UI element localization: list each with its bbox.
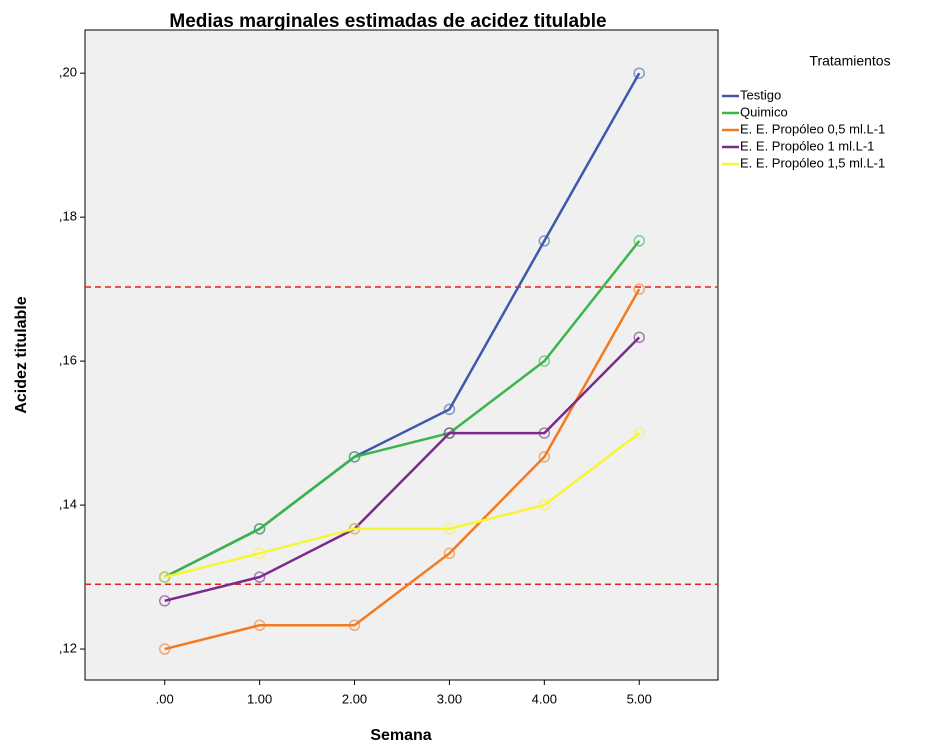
y-tick-label: ,14 [59, 497, 77, 512]
legend-label: E. E. Propóleo 1,5 ml.L-1 [740, 155, 885, 170]
point-marker [538, 355, 551, 367]
y-tick-label: ,12 [59, 640, 77, 655]
y-axis-label: Acidez titulable [13, 296, 30, 413]
point-marker [348, 523, 361, 535]
point-marker [443, 427, 456, 439]
point-marker [348, 619, 361, 632]
series-line [164, 432, 640, 579]
point-marker [253, 619, 266, 632]
point-marker [538, 499, 551, 511]
point-marker [443, 523, 456, 535]
x-tick-label: .00 [156, 691, 174, 706]
point-marker [253, 547, 266, 560]
point-marker [538, 235, 551, 247]
x-tick-label: 3.00 [437, 691, 462, 706]
point-marker [158, 595, 171, 607]
point-marker [633, 67, 645, 79]
series-line [164, 288, 641, 651]
point-marker [633, 235, 645, 247]
point-marker [158, 643, 171, 655]
series-line [164, 336, 641, 603]
x-tick-label: 5.00 [627, 691, 652, 706]
y-tick-label: ,20 [59, 65, 77, 80]
legend-label: E. E. Propóleo 0,5 ml.L-1 [740, 121, 885, 136]
legend-label: E. E. Propóleo 1 ml.L-1 [740, 138, 874, 153]
point-marker [538, 451, 551, 463]
point-marker [253, 523, 266, 535]
legend-label: Quimico [740, 104, 788, 119]
legend-title: Tratamientos [809, 53, 890, 69]
point-marker [633, 283, 645, 295]
point-marker [443, 547, 456, 560]
point-marker [538, 427, 551, 439]
point-marker [633, 427, 645, 439]
x-tick-label: 1.00 [247, 691, 272, 706]
point-marker [348, 451, 361, 463]
x-axis-label: Semana [370, 727, 431, 744]
x-tick-label: 4.00 [532, 691, 557, 706]
series-line [164, 240, 641, 579]
y-tick-label: ,18 [59, 209, 77, 224]
point-marker [158, 571, 171, 583]
point-marker [443, 403, 456, 416]
legend-label: Testigo [740, 87, 781, 102]
point-marker [253, 571, 266, 583]
x-tick-label: 2.00 [342, 691, 367, 706]
chart-title: Medias marginales estimadas de acidez ti… [169, 11, 606, 32]
point-marker [633, 331, 645, 344]
y-tick-label: ,16 [59, 353, 77, 368]
